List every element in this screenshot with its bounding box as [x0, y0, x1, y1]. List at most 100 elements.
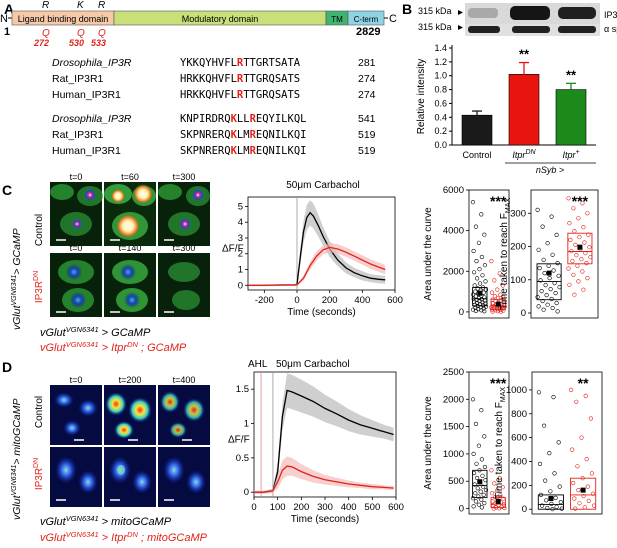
- C-time-point-2: [582, 240, 587, 245]
- b-bar: [508, 74, 540, 146]
- panel-c-control-label: Control: [34, 214, 45, 246]
- C-trace-x-tick-label: 0: [294, 295, 299, 306]
- panel-label-b: B: [402, 1, 412, 17]
- modulatory-domain-label: Modulatory domain: [182, 14, 259, 24]
- C-trace-y-axis-label: ΔF/F: [222, 244, 244, 255]
- panel-c-micrograph-control-t0: [50, 182, 103, 246]
- panel-d-time-1: t=0: [70, 375, 83, 385]
- C-auc-significance: ***: [490, 193, 507, 209]
- D-time-point-1: [549, 501, 554, 507]
- D-trace-annotation: AHL: [248, 359, 268, 370]
- C-auc-point-2: [495, 287, 500, 292]
- D-time-point-2: [589, 471, 595, 476]
- panel-c-micrograph-control-t60: [104, 182, 156, 246]
- b-bar: [461, 114, 493, 146]
- D-time-point-1: [557, 484, 562, 489]
- D-auc-y-tick-label: 2000: [443, 394, 464, 405]
- b-y-axis-label: Relative intensity: [416, 59, 427, 135]
- C-time-significance: ***: [572, 193, 589, 209]
- D-trace-series-2-line: [254, 465, 394, 493]
- D-auc-point-1: [481, 492, 486, 498]
- panel-d-side-genotype: vGlutVGN6341> mitoGCaMP: [11, 399, 23, 521]
- C-auc-point-2: [492, 306, 497, 311]
- C-time-point-1: [555, 261, 560, 266]
- b-y-tick-label: 0.6: [434, 98, 447, 108]
- C-auc-point-2: [489, 290, 495, 295]
- C-trace-series-2-error-band: [248, 242, 386, 287]
- b-significance-itpr-dn: **: [519, 47, 530, 62]
- D-auc-point-2: [492, 495, 498, 500]
- panel-d-control-label: Control: [34, 396, 45, 428]
- b-group-label: nSyb >: [536, 165, 564, 175]
- C-auc-point-1: [474, 259, 479, 264]
- D-time-point-2: [573, 506, 578, 511]
- mutation-1-mut: Q: [42, 28, 50, 39]
- C-auc-y-tick-label: 6000: [443, 185, 464, 196]
- genotype-d-mutant: vGlutVGN6341 > ItprDN ; mitoGCaMP: [40, 530, 208, 544]
- C-time-point-2: [576, 216, 581, 221]
- b-y-tick-label: 1.0: [434, 71, 447, 81]
- C-auc-point-1: [482, 309, 487, 314]
- D-time-point-1: [537, 461, 543, 467]
- D-time-point-1: [545, 505, 550, 511]
- panel-c-time-r1-1: t=0: [70, 172, 83, 182]
- alignment-1-species-2: Rat_IP3R1: [52, 73, 104, 85]
- alignment-1-sequence-1: YKKQYHVFLRTTGRTSATA: [180, 57, 301, 69]
- D-auc-point-1: [480, 473, 485, 478]
- D-time-box-2: [570, 477, 597, 510]
- b-y-tick-label: 0.2: [434, 126, 447, 136]
- D-trace-x-tick-label: 400: [341, 502, 357, 513]
- C-time-point-2: [581, 287, 586, 292]
- D-time-point-1: [553, 495, 558, 501]
- D-time-point-1: [536, 390, 542, 395]
- C-auc-point-2: [497, 271, 502, 276]
- D-auc-point-1: [475, 486, 480, 491]
- D-trace-x-tick-label: 600: [388, 502, 404, 513]
- C-time-y-tick-label: 200: [510, 242, 526, 253]
- D-time-point-1: [548, 489, 553, 494]
- C-auc-point-1: [473, 289, 478, 294]
- C-auc-point-2: [495, 309, 501, 314]
- C-auc-point-1: [477, 267, 482, 272]
- C-auc-point-2: [501, 308, 506, 313]
- D-time-y-axis-label: Time taken to reach FMAX: [494, 387, 507, 499]
- D-time-point-1: [554, 504, 559, 509]
- C-time-point-1: [537, 266, 542, 271]
- C-time-point-2: [567, 221, 572, 226]
- C-time-point-1: [547, 276, 552, 281]
- D-auc-point-1: [479, 408, 484, 413]
- C-time-point-1: [536, 304, 541, 309]
- C-auc-point-1: [481, 290, 486, 295]
- C-trace-x-tick-label: 200: [322, 295, 338, 306]
- C-auc-point-2: [500, 283, 505, 288]
- b-y-tick-label: 0.4: [434, 112, 447, 122]
- b-y-tick-label: 0.0: [434, 140, 447, 150]
- C-time-point-2: [585, 211, 590, 216]
- blot-ip3r-band-control: [468, 8, 498, 18]
- alignment-2-number-3: 519: [358, 145, 376, 157]
- C-time-point-1: [538, 278, 543, 283]
- C-trace-y-tick-label: 5: [238, 201, 243, 212]
- D-auc-point-2: [489, 491, 495, 496]
- panel-d-micrograph-mutant-t400: [158, 447, 210, 507]
- C-time-plot-frame: [530, 189, 599, 319]
- C-time-point-1: [549, 214, 554, 219]
- C-time-point-1: [556, 273, 561, 278]
- C-time-point-2: [571, 206, 576, 211]
- D-time-point-2: [579, 435, 584, 440]
- start-position: 1: [4, 26, 10, 38]
- C-time-point-2: [579, 257, 584, 262]
- D-time-point-2: [581, 494, 586, 499]
- c-terminus-label: C: [389, 13, 397, 25]
- panel-c-time-r1-3: t=300: [173, 172, 196, 182]
- C-time-point-1: [541, 307, 546, 312]
- C-time-point-2: [577, 235, 582, 240]
- mutation-3-wt: R: [98, 0, 105, 11]
- D-auc-plot-frame: [468, 371, 510, 515]
- blot-ip3r-band-itpr-plus: [558, 7, 596, 19]
- blot-arrow-bottom: [458, 25, 463, 30]
- panel-d-micrograph-mutant-t0: [50, 447, 102, 507]
- alignment-2-number-1: 541: [358, 113, 376, 125]
- D-trace-y-tick-label: 1: [244, 419, 249, 430]
